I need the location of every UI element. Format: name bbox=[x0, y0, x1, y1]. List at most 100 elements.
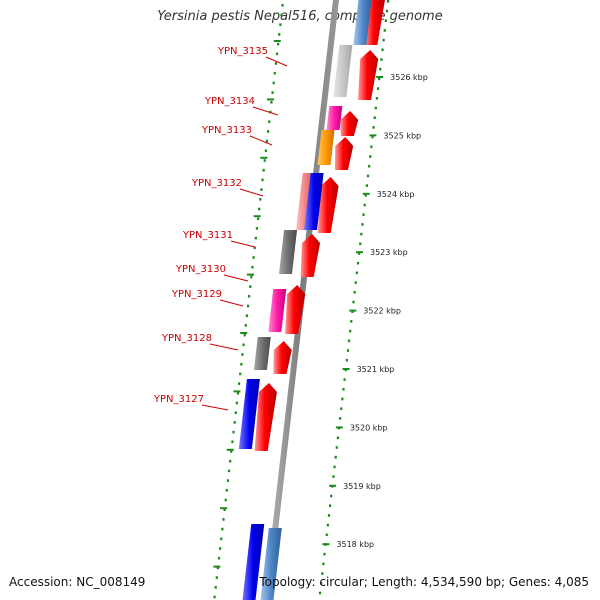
ring-dot bbox=[219, 547, 222, 550]
ring-dot bbox=[359, 242, 362, 246]
ring-dot bbox=[335, 446, 338, 449]
ring-dot bbox=[278, 33, 281, 36]
reverse-gene-block bbox=[242, 524, 265, 600]
ring-dot bbox=[382, 38, 385, 42]
scale-tick-label: 3523 kbp bbox=[370, 248, 408, 257]
ring-dot bbox=[251, 265, 254, 269]
ring-dot bbox=[387, 0, 390, 3]
ring-dot bbox=[224, 498, 227, 502]
ring-dot bbox=[236, 392, 240, 395]
ring-dot bbox=[375, 97, 379, 100]
reverse-gene-block bbox=[326, 106, 343, 130]
ring-dot bbox=[323, 552, 326, 556]
ring-dot bbox=[249, 285, 252, 288]
inner-tick-ring bbox=[213, 4, 284, 599]
ring-dot bbox=[347, 339, 351, 343]
ring-dot bbox=[242, 343, 245, 347]
ring-dot bbox=[226, 479, 230, 482]
ring-dot bbox=[374, 106, 377, 110]
ring-dot bbox=[243, 333, 246, 337]
ring-dot bbox=[268, 120, 271, 123]
forward-gene-arrow bbox=[300, 234, 321, 277]
gene-label: YPN_3129 bbox=[171, 289, 222, 300]
ring-dot bbox=[378, 77, 381, 81]
ring-dot bbox=[354, 281, 357, 284]
outer-tick-ring bbox=[318, 0, 390, 595]
ring-dot bbox=[345, 358, 348, 362]
ring-dot bbox=[273, 71, 276, 75]
gene-label: YPN_3135 bbox=[217, 46, 268, 57]
ring-dot bbox=[253, 246, 256, 250]
ring-dot bbox=[220, 537, 223, 541]
scale-tick-label: 3526 kbp bbox=[390, 73, 428, 82]
ring-dot bbox=[340, 407, 343, 410]
ring-dot bbox=[366, 174, 370, 178]
ring-dot bbox=[222, 518, 225, 521]
ring-dot bbox=[250, 275, 253, 279]
ring-dot bbox=[235, 401, 238, 405]
ring-dot bbox=[259, 198, 262, 201]
ring-dot bbox=[379, 67, 382, 71]
reverse-gene-block bbox=[317, 130, 335, 165]
topology-summary: Topology: circular; Length: 4,534,590 bp… bbox=[259, 575, 589, 589]
ring-dot bbox=[241, 353, 244, 356]
accession-text: Accession: NC_008149 bbox=[9, 575, 146, 589]
forward-gene-arrow bbox=[358, 50, 379, 100]
ring-dot bbox=[266, 130, 270, 133]
ring-dot bbox=[352, 300, 355, 304]
ring-dot bbox=[245, 314, 249, 317]
gene-label: YPN_3128 bbox=[161, 333, 212, 344]
ring-dot bbox=[342, 388, 345, 391]
forward-gene-arrow bbox=[317, 177, 339, 233]
ring-dot bbox=[213, 595, 216, 599]
gene-features bbox=[238, 0, 385, 600]
ring-dot bbox=[223, 508, 226, 511]
gene-label-leader bbox=[252, 106, 279, 116]
ring-dot bbox=[321, 572, 324, 575]
ring-dot bbox=[274, 62, 278, 65]
gene-label-leader bbox=[209, 343, 239, 351]
ring-dot bbox=[231, 440, 234, 444]
scale-tick-label: 3524 kbp bbox=[377, 190, 415, 199]
scale-tick-label: 3521 kbp bbox=[357, 365, 395, 374]
ring-dot bbox=[361, 223, 364, 226]
ring-dot bbox=[264, 149, 267, 153]
gene-label: YPN_3127 bbox=[153, 394, 204, 405]
ring-dot bbox=[225, 489, 228, 492]
reverse-gene-block bbox=[333, 45, 353, 97]
scale-labels: 3526 kbp 3525 kbp 3524 kbp 3523 kbp 3522 kbp… bbox=[336, 73, 427, 549]
reverse-gene-block bbox=[353, 0, 372, 45]
scale-tick-label: 3518 kbp bbox=[336, 540, 374, 549]
ring-dot bbox=[233, 421, 236, 424]
ring-dot bbox=[262, 168, 265, 172]
ring-dot bbox=[383, 29, 386, 32]
ring-dot bbox=[371, 135, 374, 139]
gene-labels: YPN_3135 YPN_3134 YPN_3133 YPN_3132 YPN_3131… bbox=[153, 46, 288, 411]
ring-dot bbox=[258, 207, 261, 211]
ring-dot bbox=[330, 494, 333, 498]
ring-dot bbox=[318, 591, 322, 595]
ring-dot bbox=[373, 116, 376, 119]
ring-dot bbox=[256, 217, 260, 220]
ring-dot bbox=[265, 139, 269, 143]
ring-dot bbox=[369, 155, 372, 158]
gene-label-leader bbox=[230, 240, 256, 248]
ring-dot bbox=[372, 126, 375, 129]
ring-dot bbox=[255, 227, 259, 230]
ring-dot bbox=[365, 184, 369, 187]
scale-tick-label: 3522 kbp bbox=[363, 307, 401, 316]
ring-dot bbox=[254, 236, 257, 240]
ring-dot bbox=[252, 256, 255, 259]
ring-dot bbox=[376, 87, 380, 90]
ring-dot bbox=[325, 533, 328, 537]
ring-dot bbox=[281, 4, 284, 7]
ring-dot bbox=[364, 194, 367, 197]
ring-dot bbox=[320, 582, 323, 585]
ring-dot bbox=[216, 566, 220, 570]
ring-dot bbox=[380, 58, 383, 61]
gene-label: YPN_3133 bbox=[201, 125, 252, 136]
ring-dot bbox=[333, 465, 336, 469]
ring-dot bbox=[261, 178, 264, 182]
ring-dot bbox=[353, 291, 356, 294]
ring-dot bbox=[370, 145, 373, 149]
